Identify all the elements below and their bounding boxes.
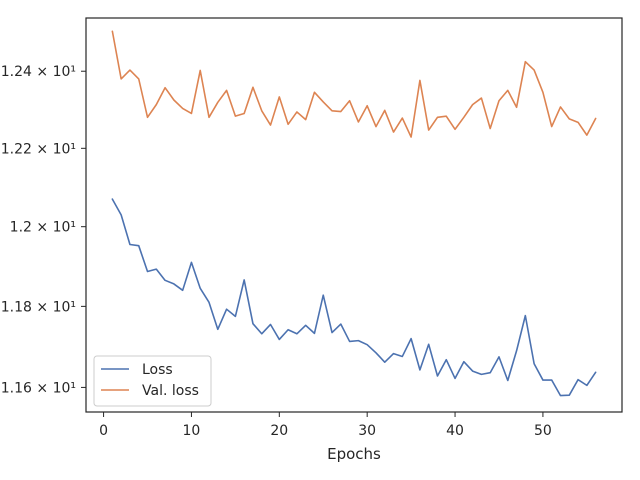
y-tick-label: 1.16 × 10¹ — [1, 380, 76, 396]
legend-label-val-loss: Val. loss — [142, 383, 199, 399]
y-tick-label: 1.24 × 10¹ — [1, 64, 76, 80]
x-tick-label: 10 — [183, 423, 201, 439]
legend-label-loss: Loss — [142, 362, 173, 378]
x-tick-label: 40 — [446, 423, 464, 439]
legend: Loss Val. loss — [93, 355, 212, 407]
x-tick-label: 30 — [358, 423, 376, 439]
x-tick-label: 50 — [534, 423, 552, 439]
x-tick-label: 20 — [270, 423, 288, 439]
x-tick-label: 0 — [99, 423, 108, 439]
y-axis-ticks: 1.16 × 10¹ 1.18 × 10¹ 1.2 × 10¹ 1.22 × 10¹ 1… — [1, 64, 86, 396]
series-line-loss — [111, 198, 597, 397]
plot-frame — [85, 17, 623, 413]
series-line-val-loss — [111, 30, 597, 138]
y-tick-label: 1.18 × 10¹ — [1, 299, 76, 315]
y-tick-label: 1.22 × 10¹ — [1, 141, 76, 157]
x-axis-label: Epochs — [327, 445, 381, 463]
x-axis-ticks: 0 10 20 30 40 50 — [99, 412, 552, 439]
y-tick-label: 1.2 × 10¹ — [10, 220, 76, 236]
series-layer — [111, 30, 597, 397]
